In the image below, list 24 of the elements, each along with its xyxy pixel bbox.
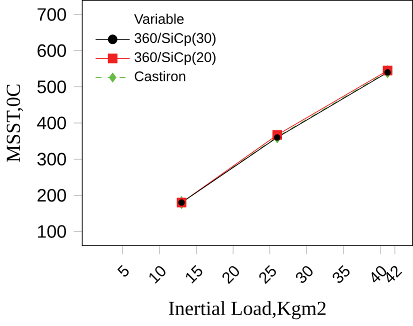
y-axis-title: MSST,0C [6,84,23,162]
y-tick-label: 600 [38,44,66,58]
legend-title: Variable [134,14,184,24]
point [274,134,280,141]
x-tick-label: 10 [149,266,166,284]
y-tick-label: 500 [37,80,66,94]
y-tick-label: 400 [37,116,66,130]
legend-label: 360/SiCp(30) [134,32,216,46]
x-tick-label: 40 [372,266,386,283]
y-tick-label: 700 [38,8,66,21]
x-tick-label: 25 [259,265,276,284]
y-tick-label: 300 [37,152,66,166]
x-tick-label: 30 [296,266,313,283]
y-tick-label: 200 [38,189,66,202]
point [384,69,391,76]
x-tick-label: 35 [332,265,350,283]
y-tick-label: 100 [38,225,66,238]
x-tick-label: 5 [117,265,129,277]
x-axis-title: Inertial Load,Kgm2 [168,301,326,320]
x-tick-label: 20 [222,266,239,284]
legend-label: Castiron [134,71,186,82]
x-tick-label: 42 [386,266,402,283]
legend-label: 360/SiCp(20) [134,52,216,65]
x-tick-label: 15 [186,265,202,284]
